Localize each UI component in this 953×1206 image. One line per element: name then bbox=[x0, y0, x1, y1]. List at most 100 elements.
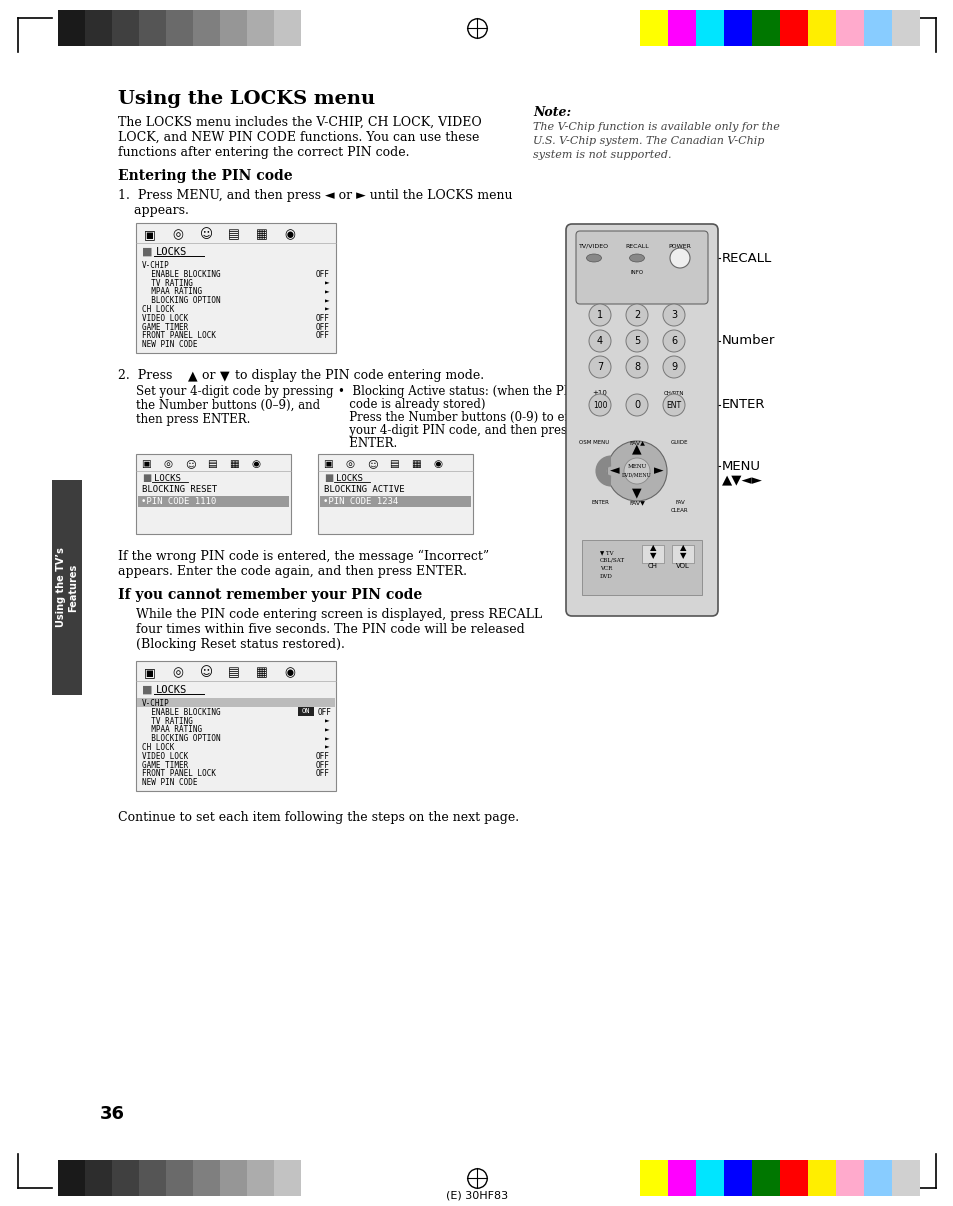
Text: Using the LOCKS menu: Using the LOCKS menu bbox=[118, 90, 375, 109]
Bar bbox=[193, 10, 220, 46]
Bar bbox=[639, 10, 667, 46]
Text: BLOCKING OPTION: BLOCKING OPTION bbox=[142, 734, 220, 743]
Text: 5: 5 bbox=[633, 336, 639, 346]
Text: ▼: ▼ bbox=[220, 369, 230, 382]
Text: ▦: ▦ bbox=[255, 228, 268, 241]
Text: ▼: ▼ bbox=[632, 486, 641, 499]
Text: ▲: ▲ bbox=[632, 443, 641, 456]
Text: +10: +10 bbox=[592, 390, 607, 396]
Bar bbox=[297, 707, 314, 716]
Text: then press ENTER.: then press ENTER. bbox=[136, 412, 250, 426]
Bar bbox=[274, 10, 301, 46]
Text: ENTER: ENTER bbox=[721, 398, 764, 411]
Text: OFF: OFF bbox=[315, 314, 330, 323]
Bar bbox=[136, 223, 335, 353]
Text: ▼: ▼ bbox=[679, 552, 685, 560]
Text: 4: 4 bbox=[597, 336, 602, 346]
Circle shape bbox=[588, 304, 610, 326]
Bar bbox=[780, 10, 807, 46]
Circle shape bbox=[669, 248, 689, 268]
Text: •PIN CODE 1110: •PIN CODE 1110 bbox=[141, 497, 216, 507]
Text: ENT: ENT bbox=[666, 400, 680, 410]
Text: 3: 3 bbox=[670, 310, 677, 320]
Text: GUIDE: GUIDE bbox=[671, 440, 688, 445]
Text: ■: ■ bbox=[142, 685, 152, 695]
Text: ▤: ▤ bbox=[228, 667, 239, 679]
Text: FAV▲: FAV▲ bbox=[628, 440, 644, 445]
Text: OFF: OFF bbox=[315, 322, 330, 332]
Text: FRONT PANEL LOCK: FRONT PANEL LOCK bbox=[142, 769, 215, 778]
Text: V-CHIP: V-CHIP bbox=[142, 260, 170, 270]
Bar bbox=[112, 10, 139, 46]
Text: Continue to set each item following the steps on the next page.: Continue to set each item following the … bbox=[118, 810, 518, 824]
Circle shape bbox=[662, 304, 684, 326]
Text: RECALL: RECALL bbox=[721, 252, 771, 264]
Text: OFF: OFF bbox=[315, 761, 330, 769]
Text: OFF: OFF bbox=[315, 751, 330, 761]
Bar bbox=[780, 1160, 807, 1196]
Text: ◎: ◎ bbox=[172, 667, 183, 679]
Bar bbox=[58, 1160, 85, 1196]
Bar bbox=[751, 1160, 780, 1196]
Text: LOCK, and NEW PIN CODE functions. You can use these: LOCK, and NEW PIN CODE functions. You ca… bbox=[118, 131, 478, 144]
Text: ◉: ◉ bbox=[284, 667, 294, 679]
Bar bbox=[319, 496, 471, 507]
Bar bbox=[671, 545, 693, 563]
Text: 36: 36 bbox=[100, 1105, 125, 1123]
Bar bbox=[891, 10, 919, 46]
Text: BLOCKING RESET: BLOCKING RESET bbox=[142, 485, 217, 494]
Bar bbox=[112, 1160, 139, 1196]
Text: INFO: INFO bbox=[630, 270, 643, 275]
Bar bbox=[274, 1160, 301, 1196]
Text: 2.  Press: 2. Press bbox=[118, 369, 176, 382]
Text: OFF: OFF bbox=[315, 332, 330, 340]
Bar bbox=[696, 1160, 723, 1196]
Text: ◎: ◎ bbox=[163, 459, 172, 469]
Text: 2: 2 bbox=[633, 310, 639, 320]
Text: ►: ► bbox=[325, 305, 330, 314]
Text: ►: ► bbox=[325, 287, 330, 297]
Text: or: or bbox=[198, 369, 219, 382]
Text: LOCKS: LOCKS bbox=[156, 685, 187, 695]
Bar bbox=[52, 480, 82, 695]
Bar bbox=[641, 545, 663, 563]
Bar bbox=[136, 453, 291, 534]
Text: LOCKS: LOCKS bbox=[335, 474, 362, 482]
Text: CH: CH bbox=[647, 563, 658, 569]
Text: Using the TV’s
Features: Using the TV’s Features bbox=[56, 548, 78, 627]
Bar bbox=[863, 10, 891, 46]
Text: CH/RTN: CH/RTN bbox=[663, 391, 683, 396]
Circle shape bbox=[625, 304, 647, 326]
Text: Note:: Note: bbox=[533, 106, 571, 119]
Text: ►: ► bbox=[325, 716, 330, 726]
Text: CH LOCK: CH LOCK bbox=[142, 743, 174, 753]
Circle shape bbox=[625, 394, 647, 416]
Bar bbox=[807, 1160, 835, 1196]
Text: If you cannot remember your PIN code: If you cannot remember your PIN code bbox=[118, 589, 422, 602]
Text: 7: 7 bbox=[597, 362, 602, 371]
Bar bbox=[139, 10, 166, 46]
Bar bbox=[247, 10, 274, 46]
Text: ☺: ☺ bbox=[200, 667, 213, 679]
Text: Number: Number bbox=[721, 334, 775, 347]
Bar bbox=[85, 1160, 112, 1196]
Text: ▲: ▲ bbox=[188, 369, 197, 382]
Text: LOCKS: LOCKS bbox=[156, 247, 187, 257]
Text: ▲: ▲ bbox=[649, 544, 656, 552]
Text: Entering the PIN code: Entering the PIN code bbox=[118, 169, 293, 183]
Text: code is already stored): code is already stored) bbox=[337, 398, 485, 411]
Text: CBL/SAT: CBL/SAT bbox=[599, 558, 624, 563]
Text: 9: 9 bbox=[670, 362, 677, 371]
Text: MPAA RATING: MPAA RATING bbox=[142, 725, 202, 734]
Text: The V-Chip function is available only for the: The V-Chip function is available only fo… bbox=[533, 122, 779, 131]
Text: (Blocking Reset status restored).: (Blocking Reset status restored). bbox=[136, 638, 345, 651]
Bar bbox=[136, 661, 335, 791]
Text: ◎: ◎ bbox=[172, 228, 183, 241]
Text: ▦: ▦ bbox=[255, 667, 268, 679]
Circle shape bbox=[662, 330, 684, 352]
Text: GAME TIMER: GAME TIMER bbox=[142, 761, 188, 769]
Bar bbox=[835, 10, 863, 46]
Ellipse shape bbox=[629, 254, 644, 262]
Bar bbox=[58, 10, 85, 46]
Bar bbox=[696, 10, 723, 46]
